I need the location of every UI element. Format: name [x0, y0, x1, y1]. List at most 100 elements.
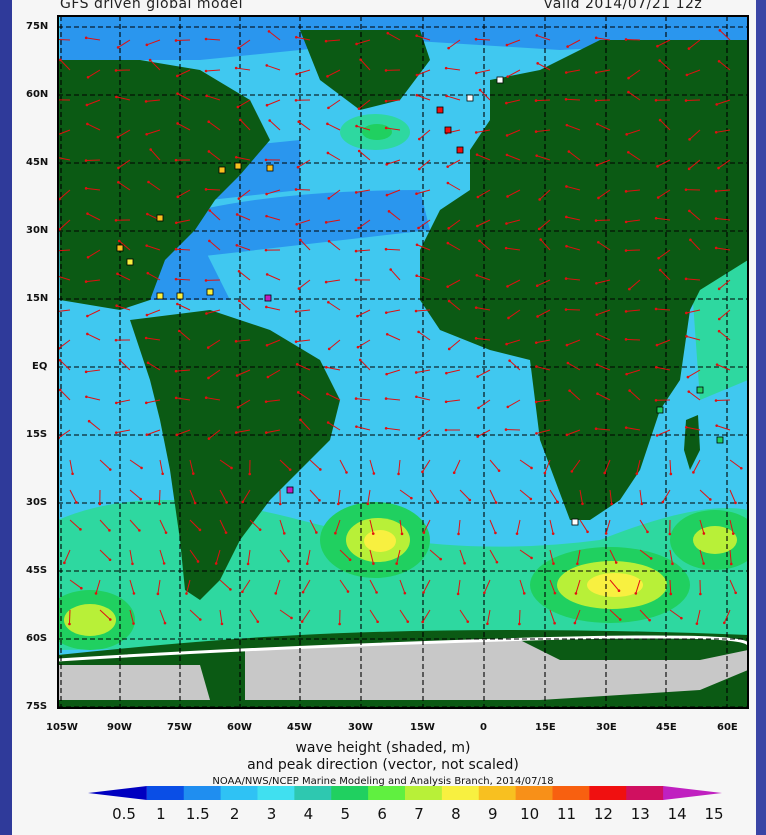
vector-head: [294, 340, 298, 343]
vector-head: [248, 472, 252, 476]
vector-head: [654, 399, 658, 402]
direction-vector: [507, 399, 521, 408]
vector-head: [117, 166, 120, 170]
vector-head: [224, 531, 228, 534]
direction-vector: [219, 489, 228, 503]
vector-head: [537, 227, 541, 231]
vector-head: [596, 122, 599, 126]
peak-direction-vectors: [58, 29, 743, 626]
direction-vector: [536, 399, 551, 403]
vector-head: [297, 287, 301, 290]
direction-vector: [596, 159, 611, 166]
direction-vector: [176, 219, 191, 224]
vector-head: [174, 247, 178, 251]
direction-vector: [458, 519, 461, 534]
direction-vector: [688, 391, 701, 401]
direction-vector: [688, 159, 701, 170]
vector-head: [687, 167, 691, 171]
direction-vector: [692, 459, 701, 473]
direction-vector: [147, 272, 161, 281]
vector-head: [717, 166, 720, 170]
direction-vector: [59, 219, 71, 230]
direction-vector: [729, 459, 742, 469]
vector-head: [174, 369, 178, 373]
direction-vector: [429, 549, 441, 560]
direction-vector: [176, 369, 191, 372]
vector-head: [144, 336, 148, 340]
vector-head: [400, 532, 404, 536]
vector-head: [174, 158, 178, 162]
vector-head: [535, 34, 539, 37]
vector-head: [422, 531, 426, 534]
colorbar-tick-label: 0.5: [112, 805, 136, 823]
direction-vector: [418, 129, 431, 140]
vector-head: [204, 188, 208, 191]
vector-head: [385, 332, 389, 336]
lat-label-15n: 15N: [26, 293, 49, 304]
vector-head: [565, 215, 568, 219]
direction-vector: [266, 429, 281, 434]
direction-vector: [146, 399, 161, 404]
vector-head: [174, 221, 178, 225]
map-border: [57, 15, 749, 709]
vector-head: [79, 528, 82, 531]
direction-vector: [360, 59, 371, 71]
direction-vector: [176, 429, 191, 436]
vector-head: [384, 99, 388, 103]
direction-vector: [718, 60, 731, 71]
direction-vector: [416, 244, 431, 251]
model-title: GFS driven global model: [60, 0, 243, 12]
direction-vector: [596, 428, 611, 431]
direction-vector: [416, 69, 431, 76]
direction-vector: [236, 429, 251, 433]
vector-head: [288, 468, 292, 471]
vector-head: [84, 370, 88, 374]
vector-head: [595, 313, 599, 316]
direction-vector: [604, 459, 611, 474]
vector-head: [295, 72, 298, 76]
vector-head: [505, 43, 509, 47]
direction-vector: [626, 427, 641, 431]
colorbar-tick-label: 15: [704, 805, 724, 823]
vector-head: [415, 274, 418, 277]
direction-vector: [658, 249, 671, 259]
direction-vector: [447, 279, 461, 288]
vector-head: [86, 314, 89, 318]
direction-vector: [309, 489, 320, 501]
direction-vector: [369, 579, 378, 593]
graticule: [58, 16, 748, 708]
vector-head: [258, 528, 262, 531]
vector-head: [163, 621, 167, 625]
direction-vector: [267, 369, 281, 378]
direction-vector: [159, 519, 167, 533]
vector-head: [174, 277, 178, 281]
vector-head: [301, 590, 305, 594]
direction-vector: [68, 609, 71, 625]
direction-vector: [729, 519, 734, 534]
direction-vector: [597, 393, 611, 401]
direction-vector: [205, 69, 221, 72]
direction-vector: [178, 330, 191, 341]
direction-vector: [625, 38, 641, 41]
vector-head: [649, 557, 653, 560]
lon-label-45e: 45E: [656, 722, 677, 733]
direction-vector: [387, 32, 401, 41]
vector-head: [175, 433, 179, 437]
vector-head: [648, 618, 651, 622]
direction-vector: [59, 389, 71, 401]
vector-head: [715, 103, 719, 106]
vector-head: [326, 392, 329, 396]
vector-head: [418, 167, 421, 171]
vector-head: [478, 88, 482, 92]
vector-head: [84, 187, 88, 190]
direction-vector: [129, 519, 140, 531]
vector-head: [138, 529, 141, 532]
vector-head: [176, 195, 180, 199]
direction-vector: [636, 459, 641, 474]
vector-head: [565, 185, 568, 188]
vector-head: [265, 64, 269, 67]
direction-vector: [386, 427, 401, 431]
vector-head: [86, 122, 89, 126]
direction-vector: [275, 579, 281, 594]
direction-vector: [478, 399, 491, 409]
